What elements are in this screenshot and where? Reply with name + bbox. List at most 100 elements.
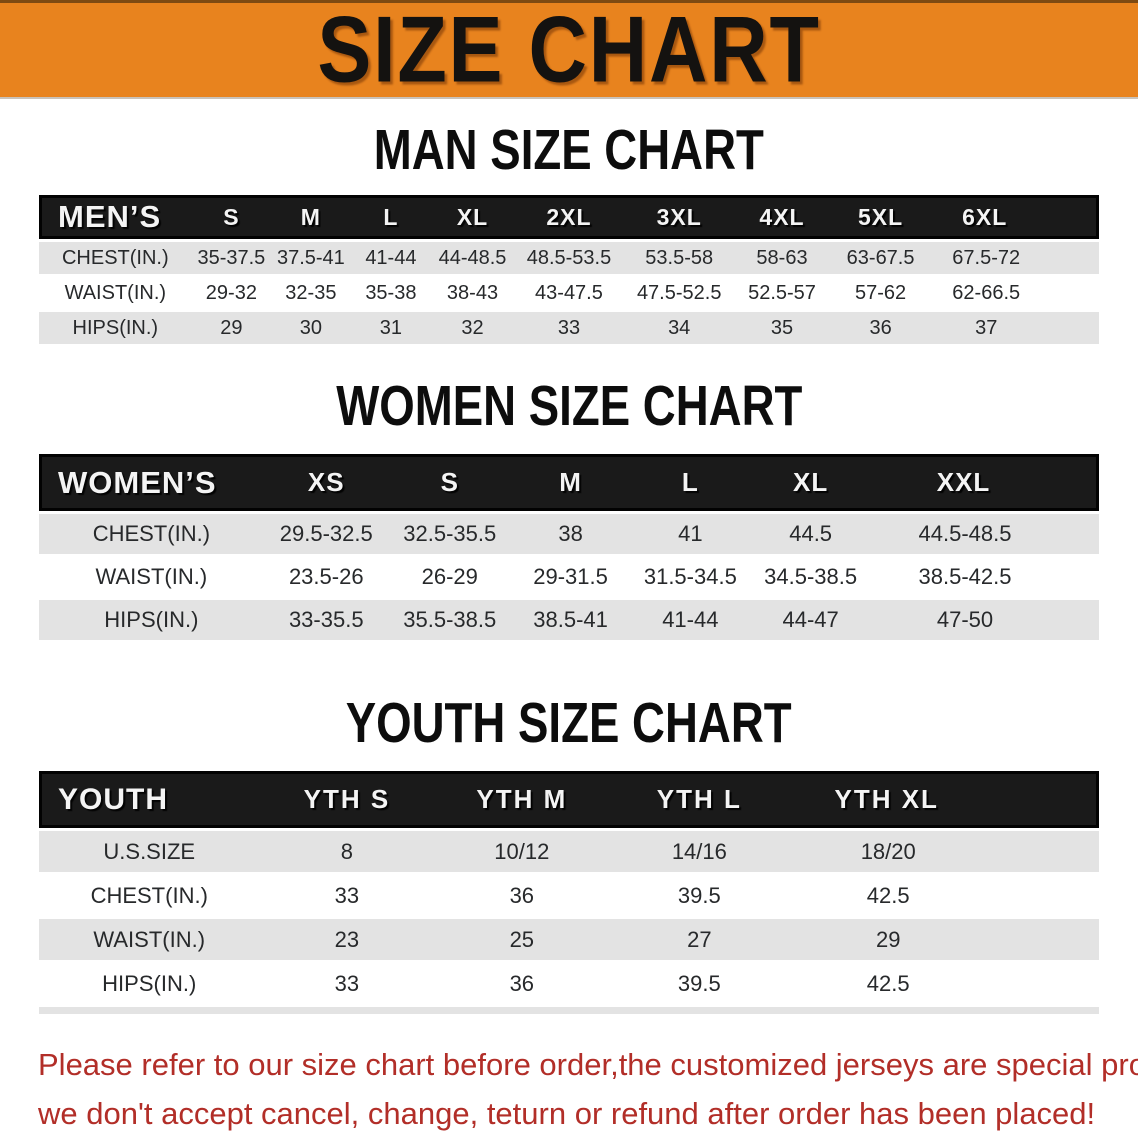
size-column-header: 5XL: [829, 195, 932, 239]
size-column-header: 6XL: [931, 195, 1099, 239]
table-row: CHEST(IN.) 35-37.5 37.5-41 41-44 44-48.5 48.5…: [39, 242, 1099, 274]
measurement-value: 31: [350, 312, 432, 344]
table-row: CHEST(IN.) 33 36 39.5 42.5: [39, 875, 1099, 916]
measurement-value: 29-31.5: [510, 557, 631, 597]
measurement-value: 18/20: [789, 831, 1099, 872]
youth-section-title: YOUTH SIZE CHART: [346, 691, 792, 755]
measurement-value: 37: [931, 312, 1099, 344]
measurement-value: 44.5: [750, 514, 872, 554]
measurement-row-label: HIPS(IN.): [39, 600, 264, 640]
measurement-row-label: CHEST(IN.): [39, 514, 264, 554]
size-column-header: YTH M: [434, 771, 610, 828]
table-row: WAIST(IN.) 23 25 27 29: [39, 919, 1099, 960]
measurement-value: 58-63: [734, 242, 830, 274]
table-row: HIPS(IN.) 33 36 39.5 42.5: [39, 963, 1099, 1004]
measurement-row-label: HIPS(IN.): [39, 312, 192, 344]
table-group-label: WOMEN’S: [39, 454, 264, 511]
section-men: MAN SIZE CHART MEN’S S M L XL 2XL 3XL 4XL 5XL 6XL…: [0, 99, 1138, 347]
disclaimer: Please refer to our size chart before or…: [0, 1040, 1138, 1132]
measurement-value: 33: [513, 312, 625, 344]
youth-table-bottom-edge: [39, 1007, 1099, 1014]
measurement-value: 47-50: [871, 600, 1099, 640]
men-section-title: MAN SIZE CHART: [373, 118, 765, 182]
women-size-table: WOMEN’S XS S M L XL XXL CHEST(IN.) 29.5-32.5 32.5…: [39, 451, 1099, 643]
measurement-value: 14/16: [609, 831, 790, 872]
size-column-header: YTH S: [259, 771, 435, 828]
measurement-value: 42.5: [789, 875, 1099, 916]
measurement-row-label: CHEST(IN.): [39, 875, 260, 916]
measurement-value: 38.5-42.5: [871, 557, 1099, 597]
size-column-header: XS: [263, 454, 389, 511]
size-column-header: 2XL: [513, 195, 625, 239]
size-header-row: WOMEN’S XS S M L XL XXL: [39, 454, 1099, 511]
measurement-value: 63-67.5: [829, 242, 932, 274]
measurement-value: 33: [259, 875, 435, 916]
measurement-value: 52.5-57: [734, 277, 830, 309]
size-column-header: L: [630, 454, 751, 511]
measurement-value: 29: [789, 919, 1099, 960]
measurement-value: 41-44: [630, 600, 751, 640]
size-column-header: YTH XL: [789, 771, 1099, 828]
measurement-value: 35: [734, 312, 830, 344]
measurement-value: 32: [431, 312, 514, 344]
youth-size-table: YOUTH YTH S YTH M YTH L YTH XL U.S.SIZE 8 10/12…: [39, 768, 1099, 1007]
measurement-value: 35.5-38.5: [388, 600, 511, 640]
size-header-row: MEN’S S M L XL 2XL 3XL 4XL 5XL 6XL: [39, 195, 1099, 239]
measurement-value: 26-29: [388, 557, 511, 597]
measurement-value: 23.5-26: [263, 557, 389, 597]
measurement-value: 32.5-35.5: [388, 514, 511, 554]
measurement-value: 38.5-41: [510, 600, 631, 640]
measurement-value: 27: [609, 919, 790, 960]
measurement-value: 47.5-52.5: [624, 277, 735, 309]
size-column-header: S: [191, 195, 272, 239]
measurement-value: 31.5-34.5: [630, 557, 751, 597]
measurement-value: 34.5-38.5: [750, 557, 872, 597]
table-row: HIPS(IN.) 33-35.5 35.5-38.5 38.5-41 41-44 44-…: [39, 600, 1099, 640]
measurement-value: 10/12: [434, 831, 610, 872]
table-row: CHEST(IN.) 29.5-32.5 32.5-35.5 38 41 44.5 44.5…: [39, 514, 1099, 554]
measurement-value: 29: [191, 312, 272, 344]
measurement-row-label: CHEST(IN.): [39, 242, 192, 274]
measurement-value: 38: [510, 514, 631, 554]
banner-title: SIZE CHART: [317, 0, 821, 103]
size-column-header: XL: [750, 454, 872, 511]
table-row: HIPS(IN.) 29 30 31 32 33 34 35 36 37: [39, 312, 1099, 344]
size-column-header: M: [271, 195, 351, 239]
table-row: U.S.SIZE 8 10/12 14/16 18/20: [39, 831, 1099, 872]
table-group-label: YOUTH: [39, 771, 260, 828]
measurement-value: 53.5-58: [624, 242, 735, 274]
measurement-value: 33: [259, 963, 435, 1004]
size-column-header: XL: [431, 195, 514, 239]
measurement-value: 29-32: [191, 277, 272, 309]
measurement-row-label: HIPS(IN.): [39, 963, 260, 1004]
measurement-value: 25: [434, 919, 610, 960]
measurement-row-label: WAIST(IN.): [39, 557, 264, 597]
measurement-value: 41: [630, 514, 751, 554]
disclaimer-line1: Please refer to our size chart before or…: [38, 1047, 1138, 1082]
measurement-row-label: WAIST(IN.): [39, 919, 260, 960]
size-column-header: 3XL: [624, 195, 735, 239]
measurement-row-label: WAIST(IN.): [39, 277, 192, 309]
measurement-value: 36: [434, 875, 610, 916]
measurement-value: 44-48.5: [431, 242, 514, 274]
measurement-row-label: U.S.SIZE: [39, 831, 260, 872]
measurement-value: 39.5: [609, 875, 790, 916]
disclaimer-line2: we don't accept cancel, change, teturn o…: [38, 1096, 1096, 1131]
measurement-value: 8: [259, 831, 435, 872]
size-column-header: S: [388, 454, 511, 511]
measurement-value: 36: [434, 963, 610, 1004]
measurement-value: 67.5-72: [931, 242, 1099, 274]
measurement-value: 43-47.5: [513, 277, 625, 309]
banner: SIZE CHART: [0, 0, 1138, 99]
size-column-header: L: [350, 195, 432, 239]
measurement-value: 62-66.5: [931, 277, 1099, 309]
measurement-value: 38-43: [431, 277, 514, 309]
measurement-value: 57-62: [829, 277, 932, 309]
size-column-header: YTH L: [609, 771, 790, 828]
section-women: WOMEN SIZE CHART WOMEN’S XS S M L XL XXL CHEST(…: [0, 347, 1138, 643]
measurement-value: 34: [624, 312, 735, 344]
size-column-header: XXL: [871, 454, 1099, 511]
measurement-value: 30: [271, 312, 351, 344]
measurement-value: 29.5-32.5: [263, 514, 389, 554]
measurement-value: 48.5-53.5: [513, 242, 625, 274]
